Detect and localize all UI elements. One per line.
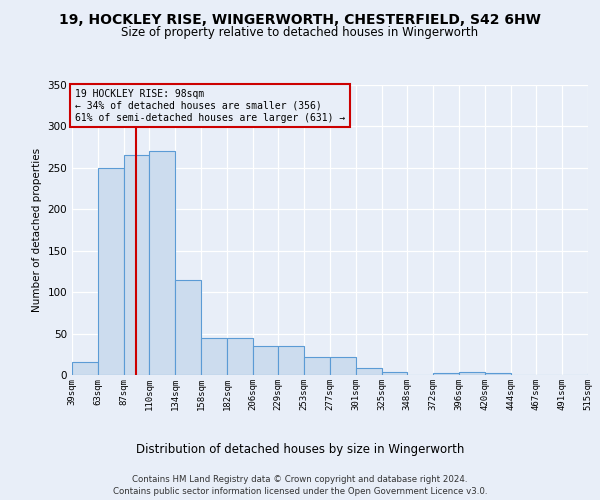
Bar [175, 280, 201, 375]
Bar [433, 372, 459, 375]
Bar [356, 368, 382, 375]
Bar [201, 338, 227, 375]
Text: 19 HOCKLEY RISE: 98sqm
← 34% of detached houses are smaller (356)
61% of semi-de: 19 HOCKLEY RISE: 98sqm ← 34% of detached… [74, 90, 345, 122]
Bar [72, 362, 98, 375]
Bar [382, 372, 407, 375]
Bar [98, 168, 124, 375]
Text: Distribution of detached houses by size in Wingerworth: Distribution of detached houses by size … [136, 444, 464, 456]
Bar [485, 372, 511, 375]
Text: Contains public sector information licensed under the Open Government Licence v3: Contains public sector information licen… [113, 486, 487, 496]
Text: 19, HOCKLEY RISE, WINGERWORTH, CHESTERFIELD, S42 6HW: 19, HOCKLEY RISE, WINGERWORTH, CHESTERFI… [59, 12, 541, 26]
Bar [124, 156, 149, 375]
Bar [588, 372, 600, 375]
Bar [227, 338, 253, 375]
Bar [278, 346, 304, 375]
Text: Contains HM Land Registry data © Crown copyright and database right 2024.: Contains HM Land Registry data © Crown c… [132, 476, 468, 484]
Bar [253, 346, 278, 375]
Text: Size of property relative to detached houses in Wingerworth: Size of property relative to detached ho… [121, 26, 479, 39]
Bar [459, 372, 485, 375]
Y-axis label: Number of detached properties: Number of detached properties [32, 148, 42, 312]
Bar [330, 357, 356, 375]
Bar [149, 152, 175, 375]
Bar [304, 357, 330, 375]
